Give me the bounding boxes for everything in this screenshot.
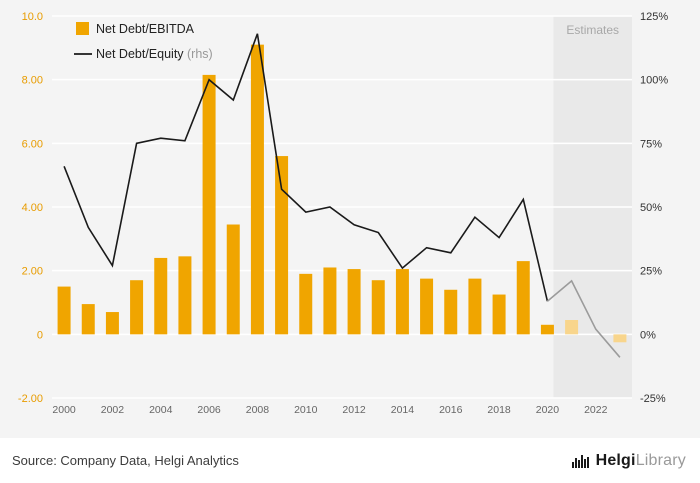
left-axis-tick: 4.00 xyxy=(22,202,43,214)
chart-svg: Estimates 10.0 125% 8.00 100% 6.00 75% 4.00 50% 2… xyxy=(18,11,668,416)
x-axis-tick: 2014 xyxy=(391,404,415,416)
right-axis-tick: 25% xyxy=(640,266,662,278)
bar xyxy=(226,224,240,335)
x-axis-tick: 2018 xyxy=(487,404,511,416)
right-axis-tick: 50% xyxy=(640,202,662,214)
left-axis-tick: 2.00 xyxy=(22,266,43,278)
x-axis-tick: 2000 xyxy=(52,404,76,416)
x-axis-tick: 2004 xyxy=(149,404,173,416)
bar xyxy=(105,312,119,335)
bar xyxy=(178,256,192,335)
bar xyxy=(57,286,71,335)
left-axis-tick: 6.00 xyxy=(22,138,43,150)
right-axis-tick: 125% xyxy=(640,11,668,23)
bar xyxy=(347,269,361,335)
bar xyxy=(371,280,385,335)
x-axis-tick: 2002 xyxy=(101,404,125,416)
right-axis-tick: 0% xyxy=(640,329,656,341)
bar xyxy=(565,320,579,335)
left-axis-tick: 0 xyxy=(37,329,43,341)
right-axis-tick: 75% xyxy=(640,138,662,150)
bar xyxy=(154,257,168,335)
footer: Source: Company Data, Helgi Analytics He… xyxy=(0,438,700,483)
left-axis-tick: 10.0 xyxy=(22,11,43,23)
source-text: Source: Company Data, Helgi Analytics xyxy=(12,453,239,468)
x-axis-tick: 2022 xyxy=(584,404,608,416)
line-series xyxy=(63,33,549,302)
bar xyxy=(299,273,313,335)
left-axis-tick: -2.00 xyxy=(18,393,43,405)
legend-label-equity: Net Debt/Equity (rhs) xyxy=(96,47,213,61)
bar xyxy=(275,156,289,335)
logo-text: HelgiLibrary xyxy=(596,452,686,470)
line-series-estimate xyxy=(546,279,621,358)
legend-label-ebitda: Net Debt/EBITDA xyxy=(96,22,195,36)
x-axis-tick: 2008 xyxy=(246,404,270,416)
bar xyxy=(250,44,264,335)
estimates-label: Estimates xyxy=(566,23,619,37)
bar xyxy=(130,280,144,335)
bar xyxy=(613,334,627,343)
bar xyxy=(444,289,458,335)
right-axis-tick: 100% xyxy=(640,75,668,87)
bar xyxy=(492,294,506,335)
x-axis-tick: 2006 xyxy=(197,404,221,416)
bar-chart-icon xyxy=(571,455,589,468)
bar xyxy=(420,278,434,335)
bar xyxy=(202,74,216,335)
helgi-library-logo[interactable]: HelgiLibrary xyxy=(571,452,686,470)
x-axis-tick: 2010 xyxy=(294,404,318,416)
x-axis-tick: 2012 xyxy=(342,404,366,416)
bar xyxy=(323,267,337,335)
right-axis-tick: -25% xyxy=(640,393,666,405)
logo-text-helgi: Helgi xyxy=(595,451,636,469)
bar xyxy=(468,278,482,335)
bar xyxy=(540,324,554,335)
logo-text-library: Library xyxy=(635,451,686,469)
x-axis-tick: 2020 xyxy=(536,404,560,416)
bar xyxy=(395,269,409,335)
legend-swatch-bar xyxy=(76,22,89,35)
bar xyxy=(516,261,530,335)
bar xyxy=(81,304,95,335)
left-axis-tick: 8.00 xyxy=(22,75,43,87)
x-axis-tick: 2016 xyxy=(439,404,463,416)
chart-container: Estimates 10.0 125% 8.00 100% 6.00 75% 4.00 50% 2… xyxy=(0,0,700,438)
